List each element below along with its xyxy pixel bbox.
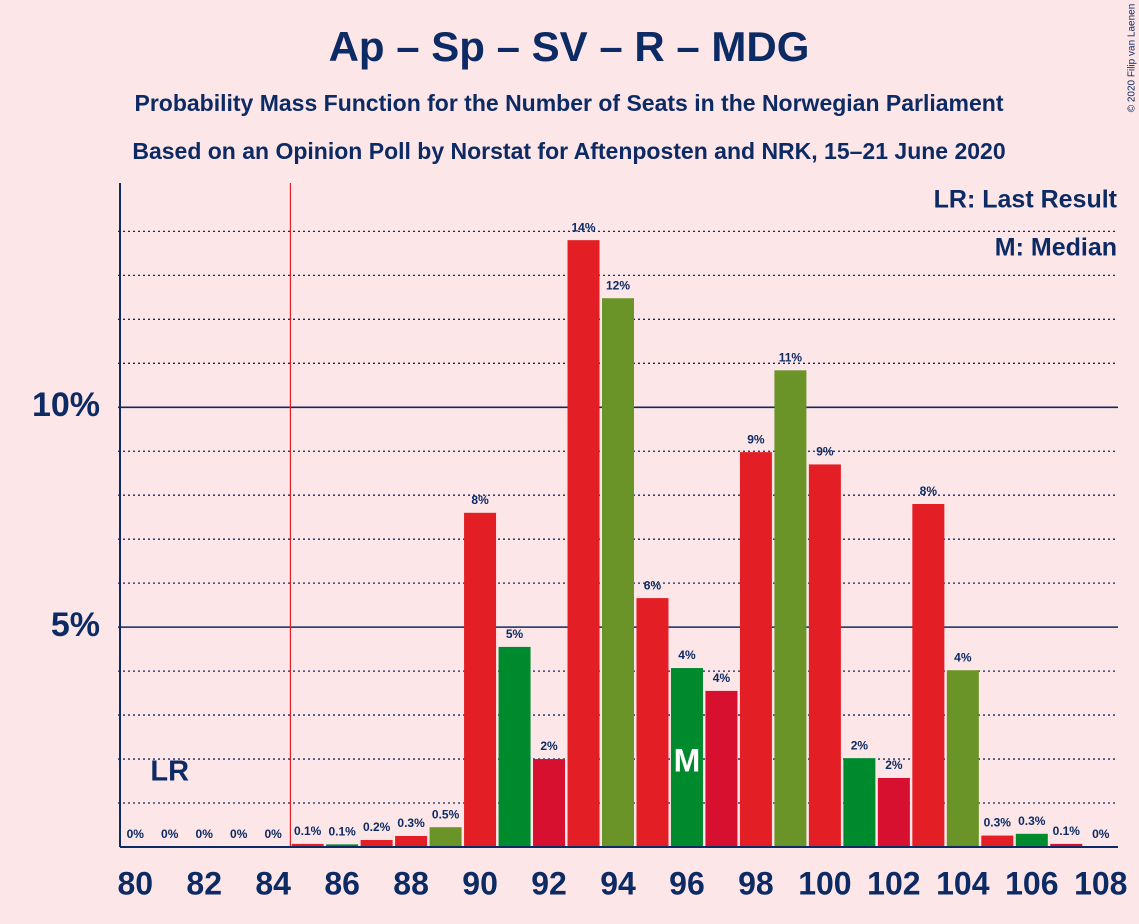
value-label: 0.2% [363,820,391,834]
bar [533,759,566,847]
bar [567,240,600,848]
bar [464,512,497,847]
copyright: © 2020 Filip van Laenen [1127,4,1138,113]
value-label: 8% [471,493,489,507]
chart-subtitle: Based on an Opinion Poll by Norstat for … [132,138,1005,164]
bar [1050,843,1083,847]
value-label: 0.1% [1053,824,1081,838]
value-label: 0.3% [984,816,1012,830]
value-label: 0.1% [328,825,356,839]
value-label: 2% [885,758,903,772]
legend-entry: LR: Last Result [934,186,1118,214]
x-tick-label: 102 [867,865,920,901]
bar [326,844,359,847]
bar [877,777,910,847]
value-label: 4% [954,650,972,664]
value-label: 4% [713,671,731,685]
x-tick-label: 90 [462,865,498,901]
bar [774,370,807,847]
bar [843,758,876,847]
chart-title: Ap – Sp – SV – R – MDG [329,23,810,70]
bar [395,836,428,847]
value-label: 2% [851,738,869,752]
x-tick-label: 94 [600,865,636,901]
bar [981,835,1014,847]
bar [808,464,841,847]
x-tick-label: 92 [531,865,567,901]
value-label: 6% [644,578,662,592]
value-label: 0.3% [397,816,425,830]
value-label: 0.3% [1018,814,1046,828]
value-label: 12% [606,278,630,292]
bar [602,298,634,848]
value-label: 5% [506,627,524,641]
x-tick-label: 88 [393,865,429,901]
value-label: 2% [540,739,558,753]
bar [705,690,738,847]
value-label: 8% [920,484,938,498]
x-tick-label: 80 [117,865,153,901]
bar [1015,833,1048,847]
value-label: 0.5% [432,807,460,821]
value-label: 0% [161,827,179,841]
value-label: 0% [265,827,283,841]
bar [498,646,531,847]
x-tick-label: 104 [936,865,990,901]
x-tick-label: 84 [255,865,291,901]
value-label: 0% [1092,827,1110,841]
x-tick-label: 100 [798,865,851,901]
value-label: 9% [816,445,834,459]
bar [946,670,979,847]
bar [291,843,324,847]
y-tick-label: 5% [51,606,100,644]
x-tick-label: 106 [1005,865,1058,901]
value-label: 14% [572,220,596,234]
bar [429,827,462,847]
median-label: M [674,742,701,778]
last-result-label: LR [150,756,189,788]
bar [739,452,772,847]
y-tick-label: 10% [32,386,100,424]
value-label: 0.1% [294,824,322,838]
value-label: 0% [230,827,248,841]
legend-entry: M: Median [995,234,1117,262]
value-label: 4% [678,648,696,662]
x-tick-label: 86 [324,865,360,901]
bar [636,598,669,847]
chart-subtitle: Probability Mass Function for the Number… [134,90,1003,116]
value-label: 9% [747,432,765,446]
bar [912,504,945,847]
value-label: 0% [127,827,145,841]
value-label: 0% [196,827,214,841]
x-tick-label: 96 [669,865,705,901]
bar [360,839,393,847]
x-tick-label: 98 [738,865,774,901]
value-label: 11% [779,350,803,364]
x-tick-label: 82 [186,865,222,901]
x-tick-label: 108 [1074,865,1127,901]
bar [670,668,703,847]
